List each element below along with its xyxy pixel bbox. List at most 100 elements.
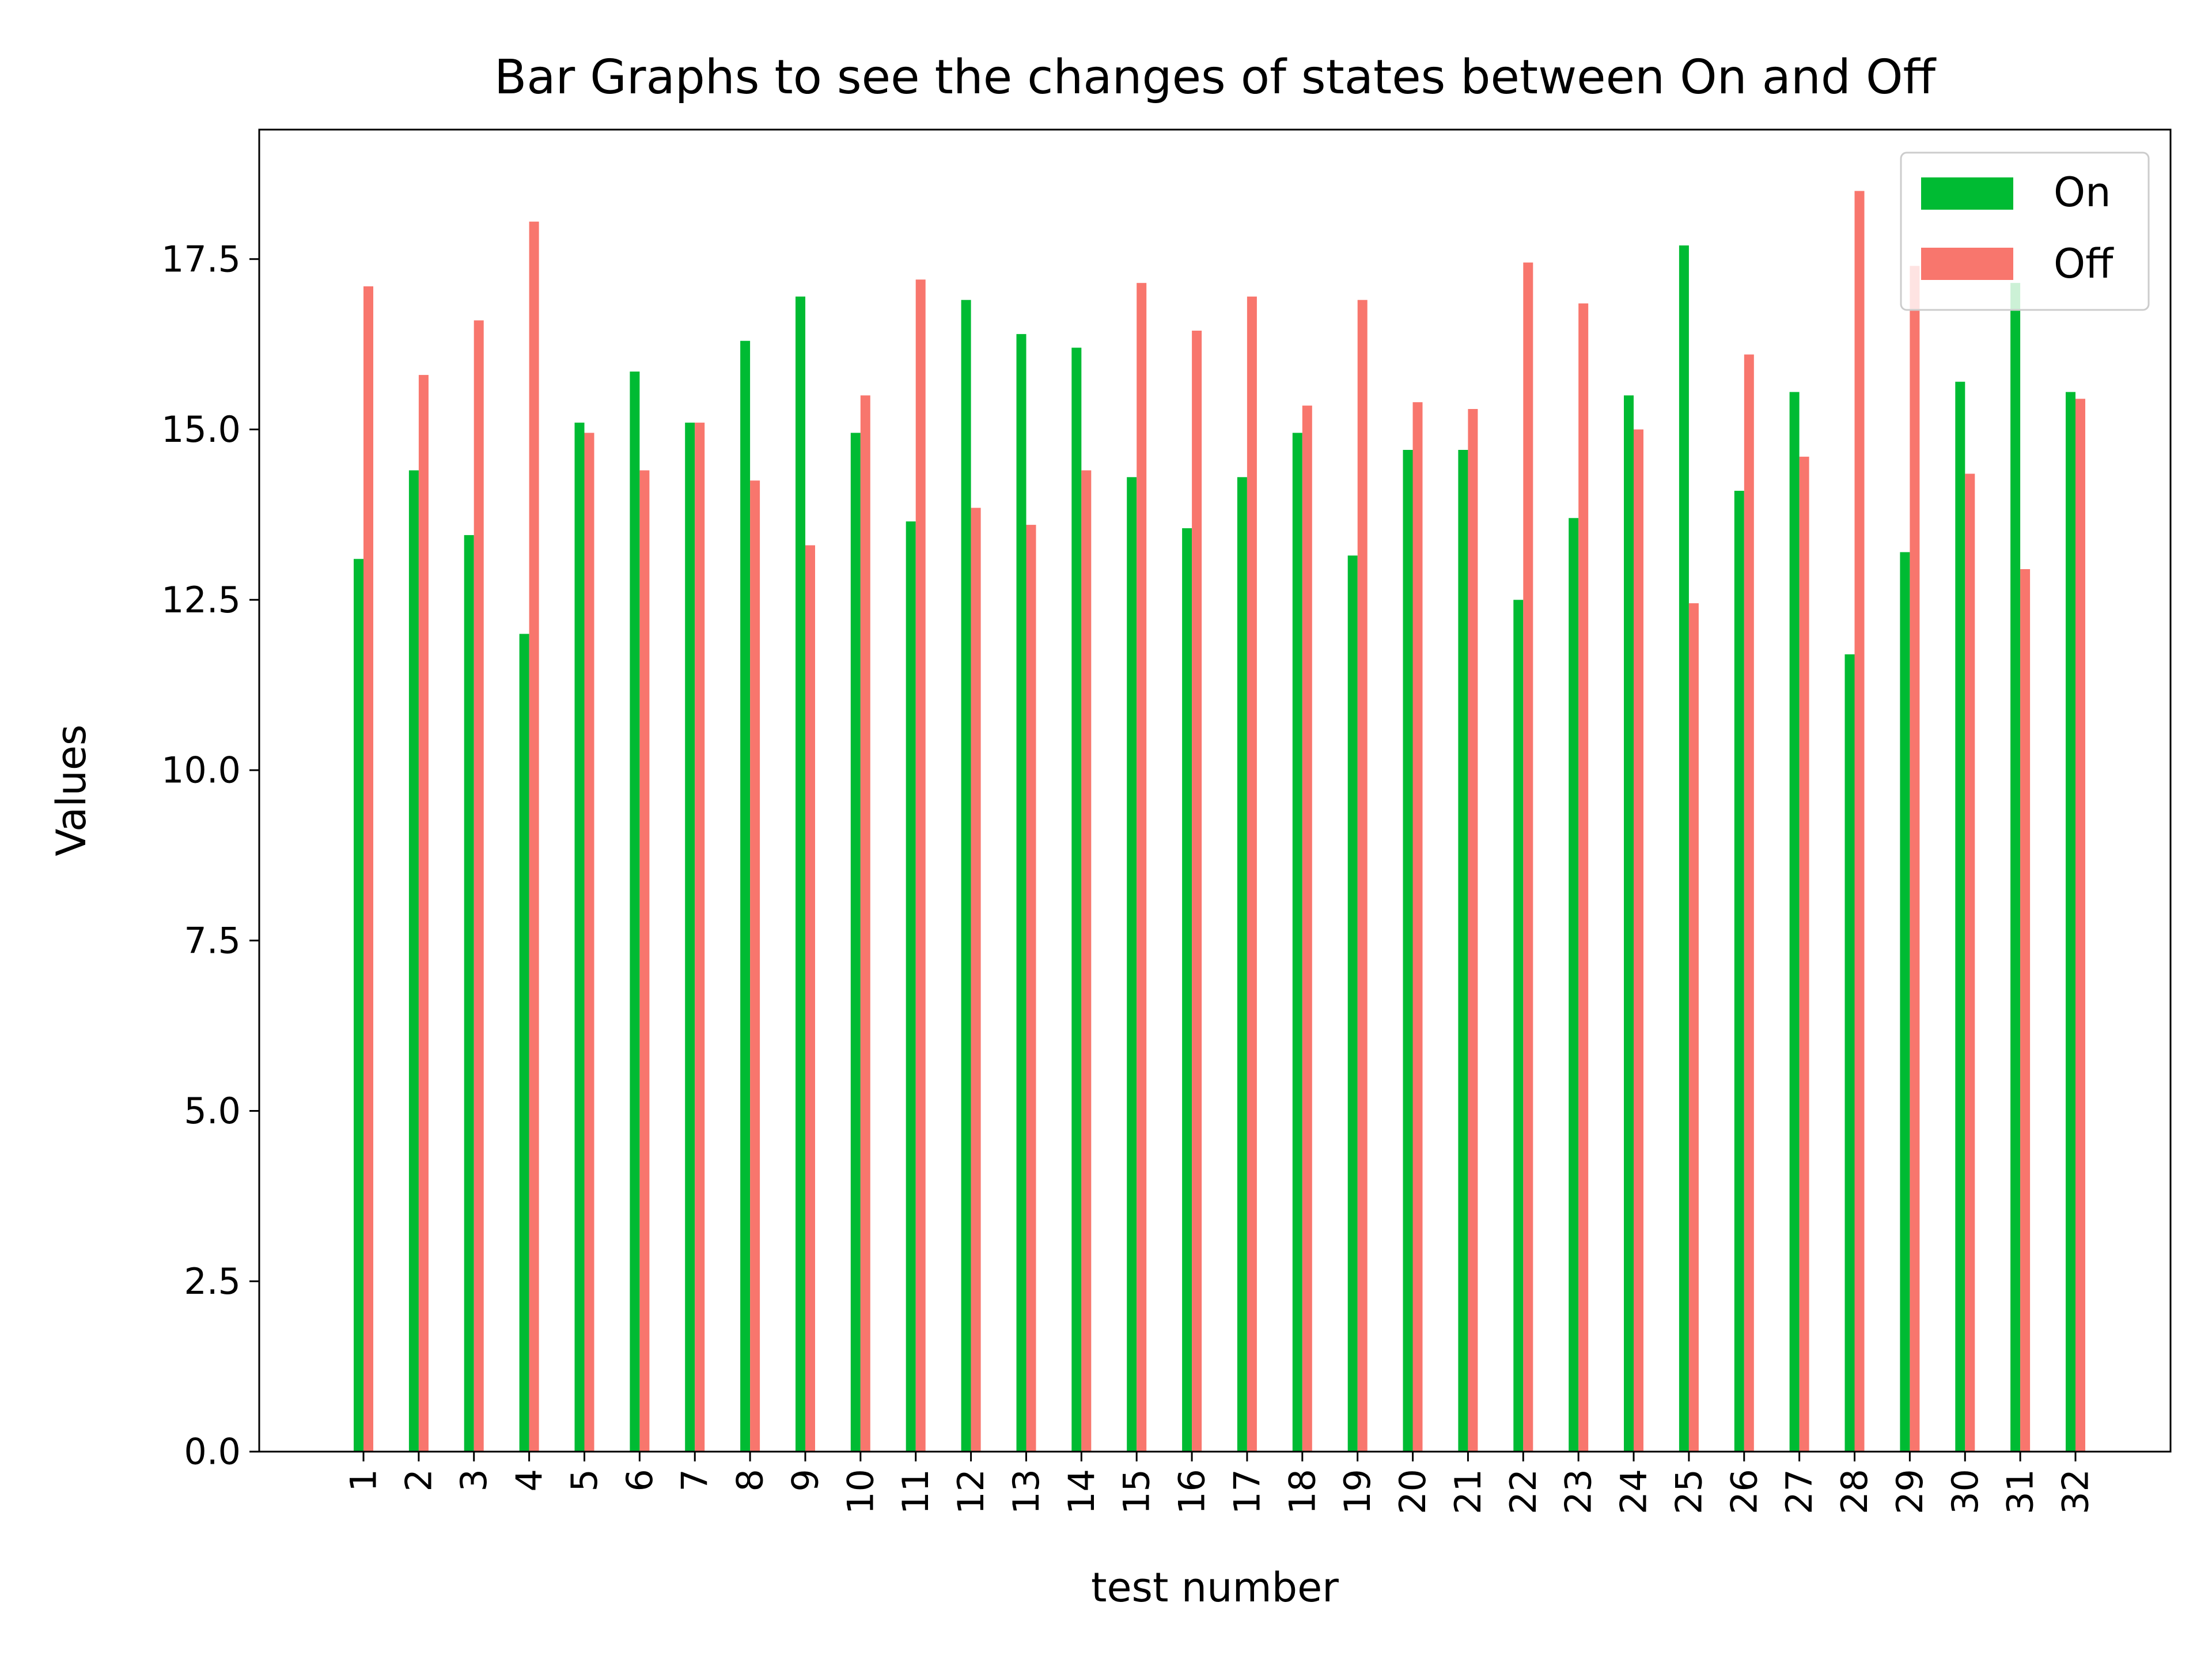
bar-off-23	[1578, 303, 1589, 1452]
bar-on-30	[1955, 381, 1965, 1452]
x-tick-label: 12	[950, 1469, 992, 1514]
legend: On Off	[1900, 151, 2150, 311]
x-tick-label: 22	[1502, 1469, 1544, 1514]
bar-on-26	[1734, 491, 1744, 1452]
y-tick-label: 5.0	[184, 1090, 241, 1132]
legend-swatch-on	[1921, 177, 2013, 210]
bar-off-19	[1357, 300, 1368, 1452]
y-tick-label: 10.0	[161, 749, 241, 791]
bar-on-10	[850, 433, 861, 1452]
bar-on-14	[1071, 347, 1082, 1452]
x-tick-label: 26	[1723, 1469, 1765, 1514]
x-tick-label: 14	[1060, 1469, 1103, 1514]
bar-off-1	[363, 286, 373, 1452]
bar-on-9	[796, 296, 805, 1452]
x-tick-label: 25	[1668, 1469, 1710, 1514]
y-axis-label: Values	[48, 725, 95, 857]
x-tick-label: 6	[619, 1469, 661, 1491]
bar-off-17	[1247, 296, 1257, 1452]
bar-on-18	[1292, 433, 1302, 1452]
x-tick-label: 30	[1944, 1469, 1986, 1514]
bar-off-2	[418, 374, 429, 1452]
bar-on-28	[1844, 654, 1855, 1452]
x-tick-label: 21	[1447, 1469, 1489, 1514]
x-tick-label: 19	[1336, 1469, 1378, 1514]
bar-off-32	[2075, 399, 2085, 1452]
x-tick-label: 23	[1558, 1469, 1600, 1514]
bar-on-19	[1347, 555, 1358, 1452]
bar-on-1	[354, 559, 363, 1452]
bar-on-20	[1403, 450, 1413, 1452]
x-tick-label: 24	[1613, 1469, 1655, 1514]
x-tick-label: 11	[895, 1469, 937, 1514]
x-tick-label: 4	[508, 1469, 550, 1491]
x-tick-label: 18	[1281, 1469, 1323, 1514]
bar-off-31	[2020, 569, 2031, 1452]
bar-on-21	[1458, 450, 1468, 1452]
bar-off-20	[1412, 402, 1423, 1452]
bar-off-29	[1910, 266, 1920, 1452]
bar-on-5	[574, 422, 585, 1452]
bar-off-11	[915, 279, 926, 1452]
bar-off-12	[971, 507, 981, 1452]
bar-on-25	[1679, 245, 1689, 1452]
y-tick-label: 7.5	[184, 919, 241, 961]
y-tick-label: 15.0	[161, 408, 241, 450]
bar-on-11	[906, 521, 916, 1452]
bar-on-2	[408, 470, 419, 1452]
x-tick-label: 17	[1226, 1469, 1268, 1514]
bar-off-25	[1688, 603, 1699, 1452]
bar-off-6	[639, 470, 650, 1452]
bar-on-29	[1900, 552, 1910, 1452]
bar-on-15	[1127, 477, 1137, 1452]
legend-swatch-off	[1921, 248, 2013, 280]
bar-on-13	[1016, 334, 1027, 1452]
x-tick-label: 29	[1889, 1469, 1931, 1514]
x-tick-label: 16	[1171, 1469, 1213, 1514]
bar-off-18	[1302, 406, 1312, 1452]
plot-frame	[258, 128, 2172, 1453]
bar-on-7	[685, 422, 695, 1452]
bar-off-30	[1965, 474, 1975, 1452]
bar-off-7	[695, 422, 705, 1452]
bar-off-16	[1192, 331, 1202, 1452]
x-tick-label: 5	[563, 1469, 605, 1491]
bar-off-21	[1468, 409, 1478, 1452]
x-tick-label: 9	[784, 1469, 826, 1491]
x-tick-label: 28	[1834, 1469, 1876, 1514]
bar-on-4	[519, 634, 529, 1452]
bar-off-5	[584, 433, 594, 1452]
bar-off-24	[1634, 429, 1643, 1452]
x-tick-label: 20	[1392, 1469, 1434, 1514]
bar-on-17	[1237, 477, 1247, 1452]
x-tick-label: 3	[453, 1469, 495, 1491]
bar-on-27	[1789, 392, 1800, 1452]
x-tick-label: 1	[343, 1469, 385, 1491]
x-tick-label: 27	[1778, 1469, 1820, 1514]
plot-area	[259, 130, 2171, 1452]
x-tick-label: 13	[1005, 1469, 1047, 1514]
bar-off-15	[1137, 283, 1147, 1452]
bar-on-23	[1569, 518, 1579, 1452]
bar-on-22	[1513, 600, 1524, 1452]
bar-on-12	[961, 300, 971, 1452]
legend-label-on: On	[2054, 169, 2111, 216]
bar-on-24	[1624, 395, 1634, 1452]
x-axis-label: test number	[1091, 1564, 1339, 1611]
bar-off-8	[750, 480, 760, 1452]
bar-on-6	[630, 372, 640, 1452]
x-tick-label: 31	[1999, 1469, 2041, 1514]
bar-off-14	[1081, 470, 1092, 1452]
y-tick-label: 0.0	[184, 1431, 241, 1473]
y-tick-label: 2.5	[184, 1260, 241, 1302]
bar-on-31	[2010, 283, 2021, 1452]
bar-off-27	[1799, 456, 1809, 1452]
bar-off-9	[805, 545, 815, 1452]
x-tick-label: 10	[839, 1469, 881, 1514]
x-tick-label: 2	[397, 1469, 440, 1491]
legend-label-off: Off	[2054, 240, 2114, 287]
x-tick-label: 15	[1116, 1469, 1158, 1514]
x-tick-label: 7	[674, 1469, 716, 1491]
bar-off-4	[529, 221, 539, 1452]
